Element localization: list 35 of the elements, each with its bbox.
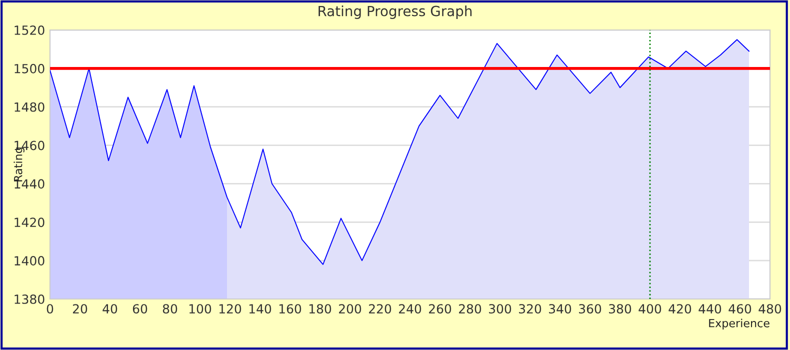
x-tick-label: 260	[428, 304, 452, 314]
x-tick-label: 360	[579, 304, 602, 314]
x-tick-label: 220	[368, 304, 392, 314]
x-axis-title: Experience	[709, 318, 770, 330]
x-tick-label: 180	[309, 304, 332, 314]
x-tick-label: 40	[102, 304, 118, 314]
chart-title: Rating Progress Graph	[318, 6, 472, 19]
x-tick-label: 340	[549, 304, 572, 314]
line-series	[50, 39, 750, 265]
x-tick-label: 280	[458, 304, 482, 314]
x-tick-label: 140	[249, 304, 272, 314]
x-tick-label: 480	[758, 304, 782, 314]
x-tick-label: 440	[698, 304, 722, 314]
x-tick-label: 100	[189, 304, 212, 314]
y-tick-label: 1400	[14, 256, 44, 266]
y-tick-label: 1420	[14, 218, 44, 228]
x-tick-label: 20	[72, 304, 88, 314]
x-tick-label: 120	[219, 304, 242, 314]
x-tick-label: 300	[489, 304, 512, 314]
x-tick-label: 420	[668, 304, 692, 314]
y-tick-label: 1520	[14, 25, 44, 35]
y-tick-label: 1500	[14, 64, 44, 74]
x-tick-label: 80	[162, 304, 178, 314]
x-tick-label: 200	[338, 304, 362, 314]
y-tick-label: 1440	[14, 179, 44, 189]
x-tick-label: 460	[728, 304, 752, 314]
x-tick-label: 0	[46, 304, 54, 314]
x-tick-label: 380	[609, 304, 632, 314]
x-tick-label: 320	[519, 304, 542, 314]
y-tick-label: 1380	[14, 294, 44, 304]
x-tick-label: 60	[132, 304, 148, 314]
x-tick-label: 400	[638, 304, 662, 314]
y-tick-label: 1480	[14, 102, 44, 112]
x-tick-label: 240	[398, 304, 422, 314]
x-tick-label: 160	[279, 304, 302, 314]
